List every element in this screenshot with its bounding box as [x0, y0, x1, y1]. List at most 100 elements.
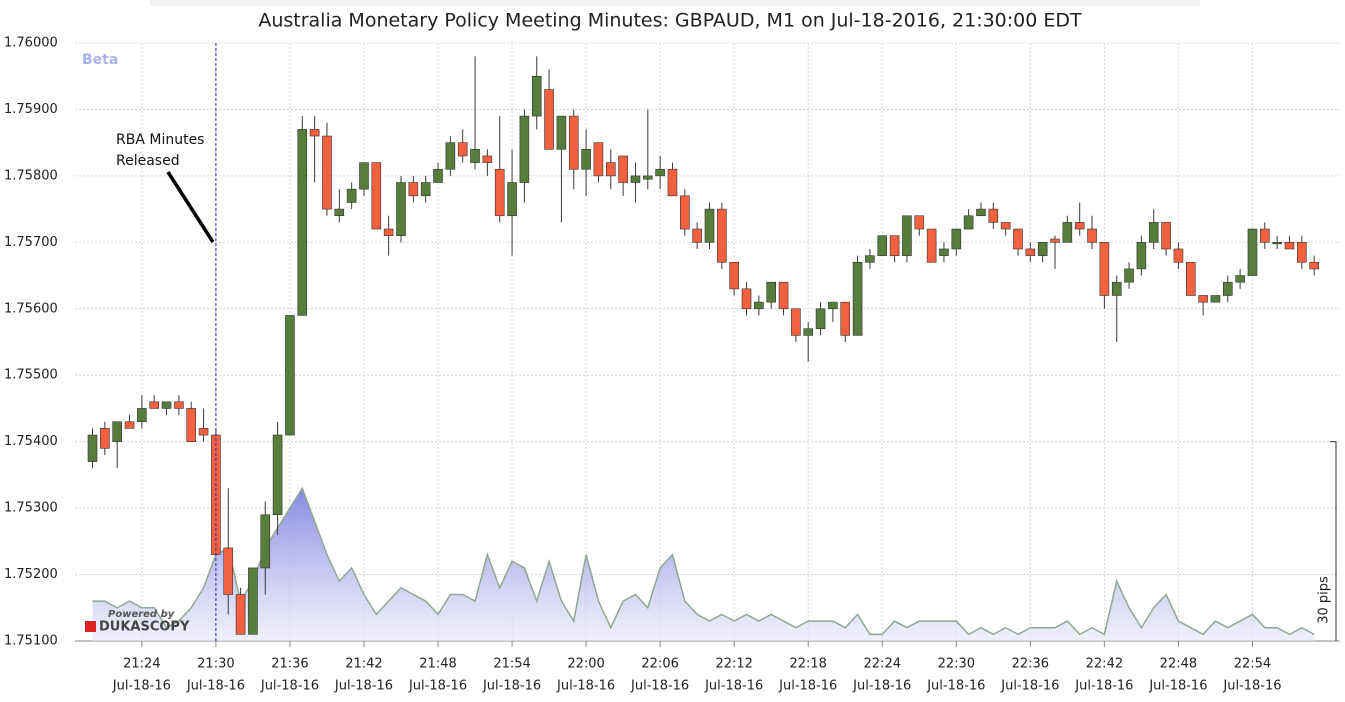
candle-body — [235, 594, 246, 635]
candle-body — [457, 142, 468, 157]
candle-body — [828, 301, 838, 310]
candle-body — [260, 514, 271, 569]
candle-body — [778, 281, 789, 310]
x-tick-date: Jul-18-16 — [852, 679, 911, 694]
candle-body — [914, 215, 925, 230]
y-tick-label: 1.75600 — [4, 301, 58, 316]
candle-body — [1309, 261, 1319, 270]
candle-body — [877, 235, 888, 256]
x-tick-date: Jul-18-16 — [334, 679, 393, 694]
x-tick-date: Jul-18-16 — [704, 679, 763, 694]
candle-body — [297, 129, 308, 316]
x-tick-label: 22:00 — [567, 657, 604, 672]
candle-body — [124, 421, 135, 429]
x-tick-date: Jul-18-16 — [408, 679, 467, 694]
x-tick-label: 22:42 — [1086, 657, 1123, 672]
candle-body — [1198, 295, 1208, 303]
candle-body — [161, 401, 172, 409]
candle-body — [1173, 248, 1184, 263]
candle-body — [889, 235, 900, 256]
y-tick-label: 1.76000 — [4, 36, 58, 51]
candle-body — [1099, 242, 1110, 296]
annotation-text: RBA Minutes — [116, 132, 204, 148]
candle-body — [285, 315, 295, 436]
candle-body — [988, 208, 999, 223]
candle-body — [741, 288, 752, 310]
candle-body — [112, 421, 122, 442]
candle-body — [87, 434, 98, 462]
candle-body — [482, 155, 493, 163]
x-tick-date: Jul-18-16 — [630, 679, 689, 694]
candle-body — [593, 142, 604, 177]
candle-body — [1136, 242, 1147, 270]
y-tick-label: 1.75400 — [4, 434, 58, 449]
branding-icon — [85, 621, 96, 632]
candle-body — [1260, 228, 1270, 243]
candle-body — [223, 547, 234, 595]
candle-body — [840, 301, 851, 336]
candle-body — [198, 428, 209, 436]
chart-title: Australia Monetary Policy Meeting Minute… — [258, 10, 1082, 32]
candle-body — [680, 195, 690, 230]
x-tick-date: Jul-18-16 — [926, 679, 985, 694]
x-tick-label: 21:24 — [123, 657, 160, 672]
x-tick-date: Jul-18-16 — [482, 679, 541, 694]
candle-body — [951, 228, 962, 250]
x-tick-label: 21:42 — [345, 657, 382, 672]
candle-body — [1247, 228, 1258, 276]
candle-body — [803, 328, 814, 336]
x-tick-date: Jul-18-16 — [556, 679, 615, 694]
candle-body — [556, 115, 567, 150]
candle-body — [1087, 228, 1097, 243]
candle-body — [1062, 222, 1073, 243]
y-tick-label: 1.75500 — [4, 368, 58, 383]
candle-body — [1185, 261, 1196, 296]
candle-body — [1074, 222, 1085, 230]
candle-body — [618, 155, 628, 183]
candle-body — [371, 162, 382, 230]
candle-body — [272, 434, 283, 516]
candle-body — [1235, 275, 1245, 283]
candle-body — [248, 567, 258, 635]
x-tick-label: 22:36 — [1012, 657, 1049, 672]
candle-body — [322, 135, 332, 210]
candle-body — [507, 182, 517, 217]
x-tick-date: Jul-18-16 — [260, 679, 319, 694]
candle-body — [1284, 242, 1295, 250]
y-tick-label: 1.75100 — [4, 634, 58, 649]
title-backdrop — [150, 0, 1200, 6]
x-tick-label: 22:48 — [1160, 657, 1197, 672]
candle-body — [396, 182, 406, 236]
candle-body — [1050, 238, 1060, 243]
candle-body — [433, 168, 443, 183]
candle-body — [408, 182, 419, 197]
x-tick-date: Jul-18-16 — [186, 679, 245, 694]
branding-small: Powered by — [108, 609, 175, 620]
candle-body — [852, 261, 863, 336]
candle-body — [359, 162, 369, 190]
x-tick-label: 22:24 — [864, 657, 901, 672]
candle-body — [1297, 242, 1307, 263]
candle-body — [815, 308, 826, 330]
candle-body — [519, 115, 530, 183]
x-tick-label: 21:30 — [197, 657, 234, 672]
candle-body — [1000, 222, 1011, 230]
candle-body — [445, 142, 456, 170]
candle-body — [1161, 222, 1171, 250]
candle-body — [470, 149, 480, 163]
candle-body — [544, 89, 554, 150]
candle-body — [186, 408, 197, 442]
candle-body — [309, 129, 320, 137]
x-tick-label: 22:18 — [789, 657, 826, 672]
candle-body — [1013, 228, 1023, 250]
candle-body — [642, 175, 653, 180]
x-tick-label: 21:54 — [493, 657, 530, 672]
candle-body — [1272, 242, 1282, 245]
candle-body — [865, 255, 875, 263]
candle-body — [717, 208, 727, 263]
x-tick-date: Jul-18-16 — [1222, 679, 1281, 694]
candle-body — [137, 408, 147, 423]
candle-body — [902, 215, 912, 256]
